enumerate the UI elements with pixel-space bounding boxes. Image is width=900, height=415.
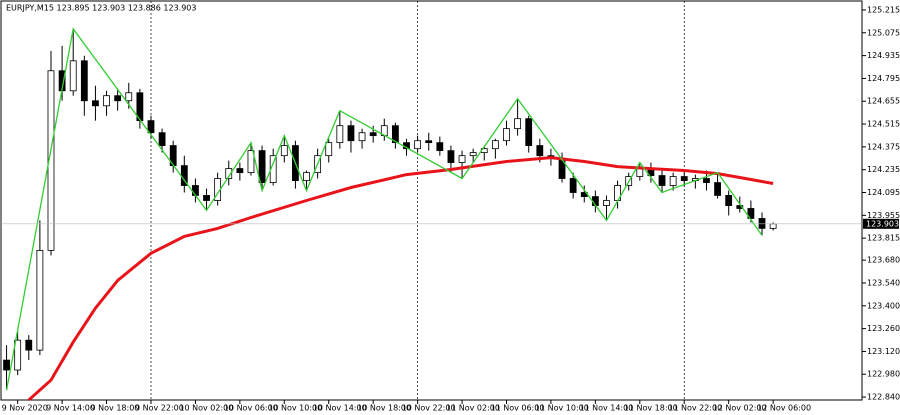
candle-body (80, 60, 88, 102)
x-tick-label: 11 Nov 10:00 (535, 404, 589, 413)
candle-body (47, 70, 55, 251)
x-tick-label: 9 Nov 22:00 (135, 404, 184, 413)
y-tick-label: 124.935 (867, 51, 900, 60)
candle-body (358, 132, 366, 142)
candle-body (525, 118, 533, 146)
candle-body (3, 359, 10, 371)
x-tick-label: 9 Nov 14:00 (46, 404, 95, 413)
candle-body (92, 100, 99, 107)
candle-body (336, 125, 344, 144)
y-tick-label: 124.515 (867, 120, 900, 129)
candle-body (125, 92, 133, 102)
x-tick-label: 12 Nov 06:00 (757, 404, 811, 413)
x-tick-label: 11 Nov 22:00 (668, 404, 722, 413)
x-tick-label: 11 Nov 02:00 (446, 404, 500, 413)
x-tick-label: 10 Nov 14:00 (313, 404, 367, 413)
candle-body (725, 195, 733, 206)
candle-body (536, 145, 544, 157)
indicator-line (5, 27, 763, 391)
x-tick-label: 10 Nov 18:00 (357, 404, 411, 413)
candle-body (669, 176, 677, 186)
y-tick-label: 122.980 (867, 370, 900, 379)
candle-body (447, 150, 455, 163)
candle-body (103, 95, 110, 107)
y-tick-label: 122.840 (867, 393, 900, 402)
x-tick-label: 11 Nov 06:00 (490, 404, 544, 413)
y-tick-label: 123.815 (867, 234, 900, 243)
candle-body (192, 185, 199, 196)
current-price-box (863, 218, 899, 229)
candle-body (736, 205, 744, 209)
candle-body (114, 95, 122, 102)
candle-body (503, 128, 510, 142)
x-tick-label: 10 Nov 06:00 (224, 404, 278, 413)
y-tick-label: 123.400 (867, 301, 900, 310)
candle-body (280, 145, 288, 157)
candle-body (458, 155, 466, 163)
y-tick-label: 124.095 (867, 188, 900, 197)
y-tick-label: 124.795 (867, 74, 900, 83)
x-tick-label: 12 Nov 02:00 (713, 404, 767, 413)
candle-body (158, 132, 166, 146)
candle-body (391, 125, 399, 144)
candle-body (25, 339, 33, 351)
candle-body (203, 195, 210, 201)
candle-body (14, 339, 22, 371)
candle-body (514, 118, 521, 130)
candle-body (247, 150, 255, 174)
candle-body (658, 175, 666, 186)
plot-frame (0, 0, 863, 401)
y-tick-label: 123.955 (867, 211, 900, 220)
x-tick-label: 11 Nov 18:00 (624, 404, 678, 413)
candle-body (147, 120, 155, 134)
y-tick-label: 125.075 (867, 28, 900, 37)
candle-body (569, 178, 577, 193)
candle-body (414, 140, 422, 150)
candle-body (469, 152, 477, 157)
indicator-line (27, 156, 774, 402)
x-tick-label: 10 Nov 10:00 (268, 404, 322, 413)
chart-title: EURJPY,M15 123.895 123.903 123.886 123.9… (6, 4, 197, 13)
x-tick-label: 9 Nov 18:00 (91, 404, 140, 413)
candle-body (714, 182, 721, 196)
candle-body (425, 140, 433, 144)
candle-body (491, 140, 499, 150)
candle-body (758, 218, 766, 229)
current-price-label: 123.903 (866, 219, 899, 228)
x-tick-label: 9 Nov 2020 (2, 404, 48, 413)
candle-body (225, 168, 233, 179)
y-tick-label: 124.655 (867, 97, 900, 106)
candle-body (303, 172, 310, 182)
candle-body (603, 200, 610, 206)
candle-body (747, 208, 755, 219)
y-tick-label: 123.540 (867, 278, 900, 287)
y-tick-label: 125.215 (867, 5, 900, 14)
candle-body (369, 132, 377, 137)
y-tick-label: 123.680 (867, 256, 900, 265)
candle-body (703, 178, 710, 183)
y-tick-label: 123.260 (867, 324, 900, 333)
candle-body (680, 176, 688, 182)
candle-body (347, 125, 355, 142)
candle-body (69, 60, 77, 92)
candle-body (436, 142, 444, 152)
y-tick-label: 123.120 (867, 347, 900, 356)
x-tick-label: 10 Nov 02:00 (179, 404, 233, 413)
y-tick-label: 124.375 (867, 142, 900, 151)
candle-body (258, 150, 266, 183)
candle-body (325, 142, 333, 157)
candle-body (769, 223, 777, 229)
candle-body (36, 249, 44, 351)
candle-body (636, 168, 644, 177)
x-tick-label: 10 Nov 22:00 (402, 404, 456, 413)
x-tick-label: 11 Nov 14:00 (579, 404, 633, 413)
candle-body (236, 168, 244, 174)
y-tick-label: 124.235 (867, 165, 900, 174)
